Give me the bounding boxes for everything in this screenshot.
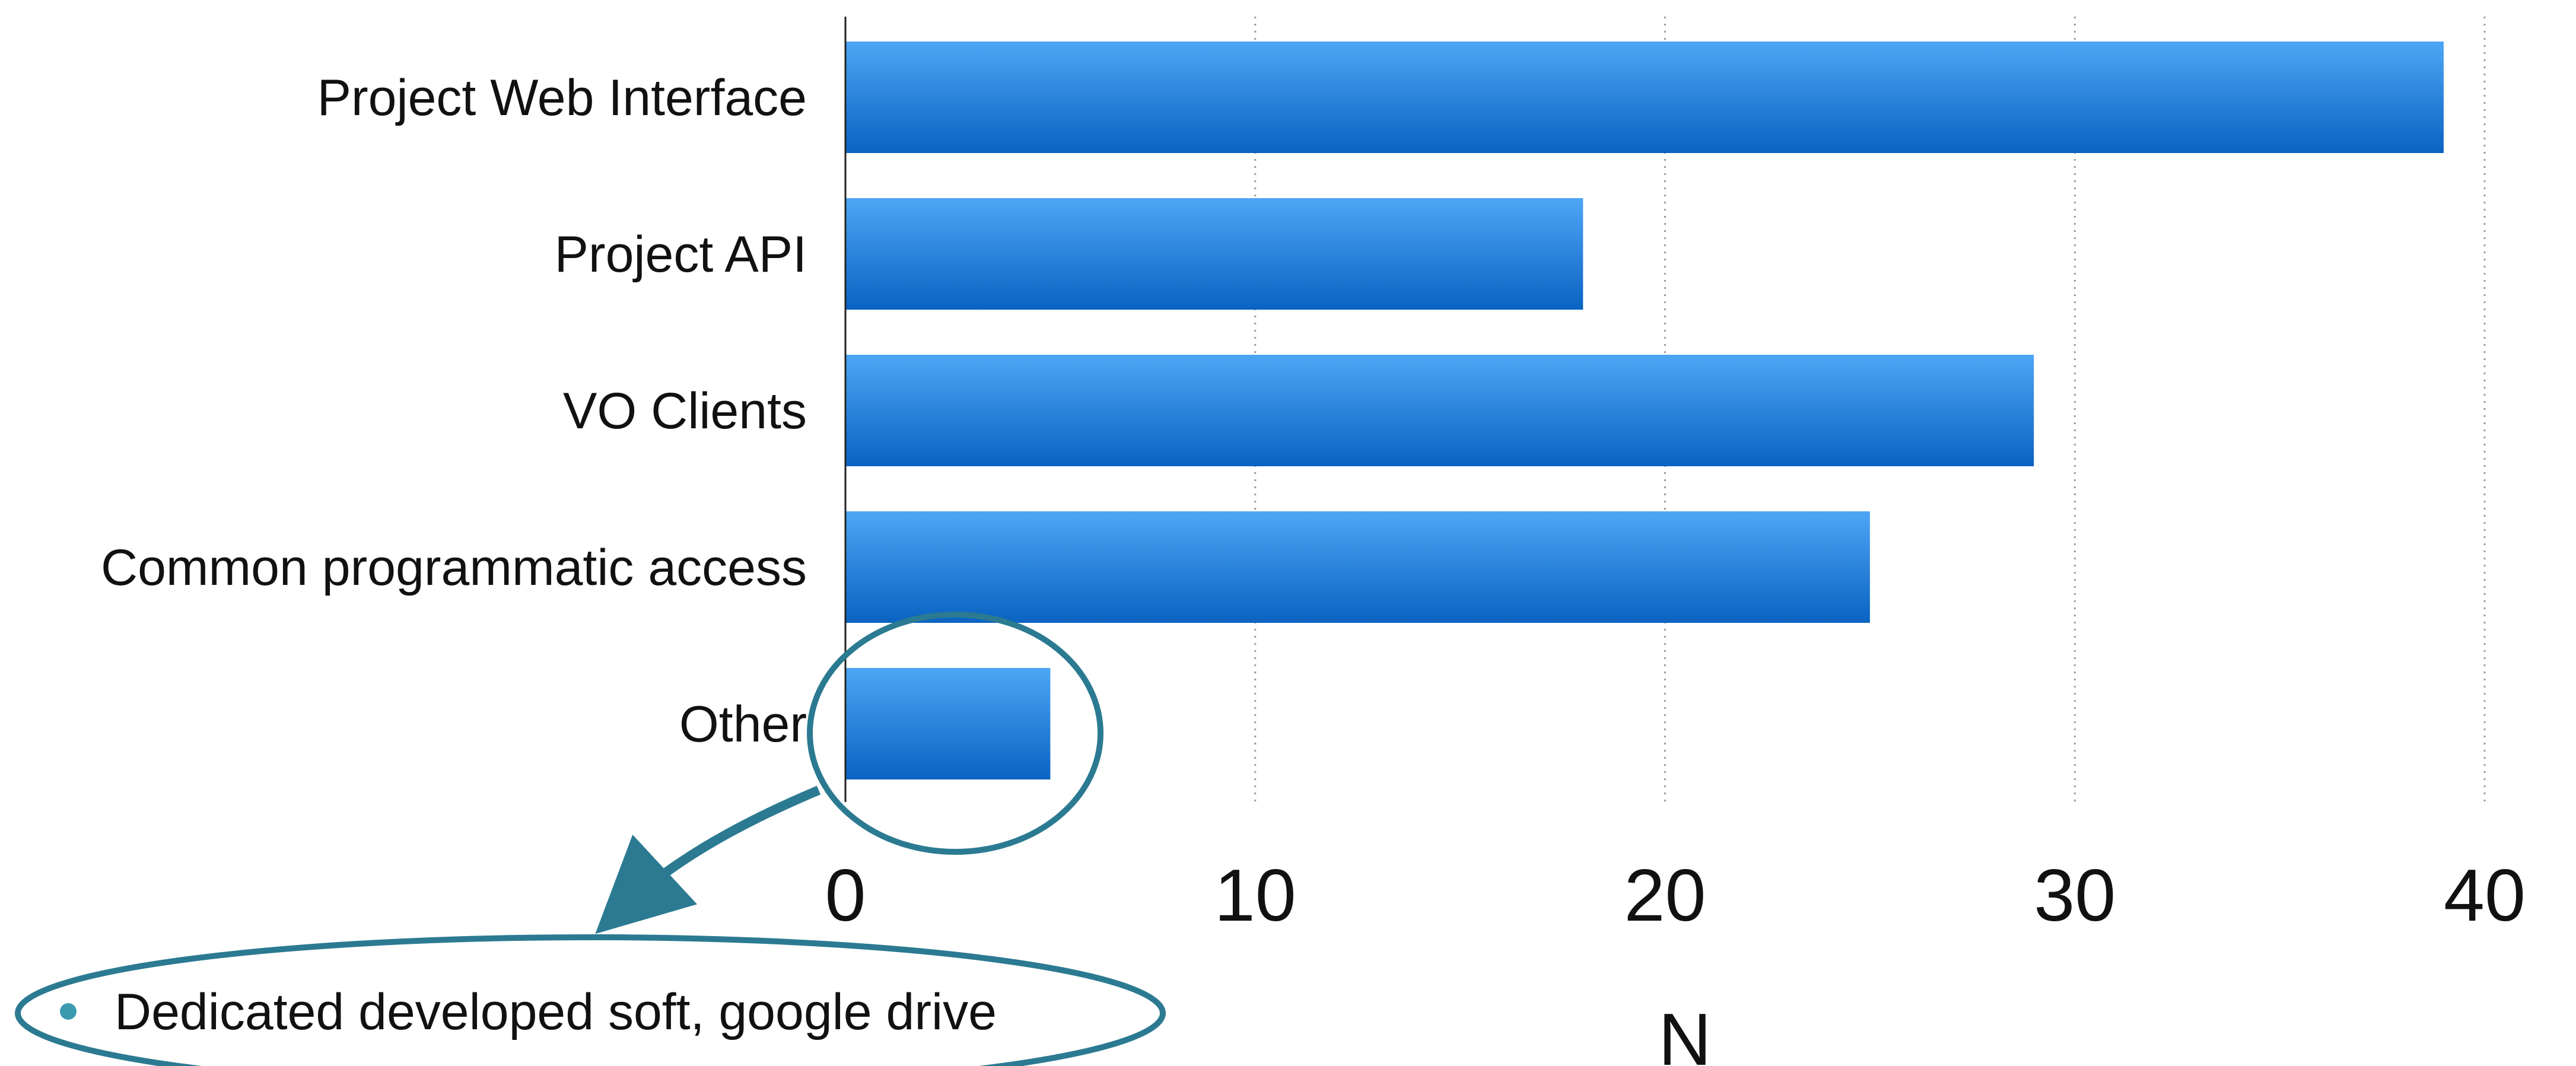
x-tick-label: 20	[1624, 855, 1706, 937]
x-tick-label: 40	[2444, 855, 2526, 937]
annotation-arrow	[595, 785, 821, 934]
note-ellipse	[15, 934, 1166, 1066]
category-label: Project API	[555, 226, 807, 283]
x-tick-labels: 0 10 20 30 40	[825, 855, 2526, 937]
bar-other	[845, 668, 1051, 779]
bars	[845, 42, 2444, 779]
annotation: Dedicated developed soft, google drive	[15, 612, 1166, 1066]
bullet-icon	[60, 1003, 77, 1020]
x-tick-label: 0	[825, 855, 866, 937]
bar-project-web-interface	[845, 42, 2444, 153]
category-label: Other	[679, 696, 807, 753]
bar-common-programmatic-access	[845, 511, 1870, 623]
category-label: Common programmatic access	[101, 539, 807, 596]
category-label: Project Web Interface	[317, 69, 807, 126]
note-text: Dedicated developed soft, google drive	[115, 984, 997, 1040]
category-label: VO Clients	[563, 383, 807, 440]
category-labels: Project Web Interface Project API VO Clien…	[101, 69, 807, 753]
bar-project-api	[845, 198, 1583, 310]
x-tick-label: 30	[2034, 855, 2116, 937]
x-axis-title: N	[1658, 999, 1712, 1066]
highlight-circle	[807, 612, 1103, 855]
x-tick-label: 10	[1214, 855, 1296, 937]
bar-vo-clients	[845, 355, 2034, 466]
